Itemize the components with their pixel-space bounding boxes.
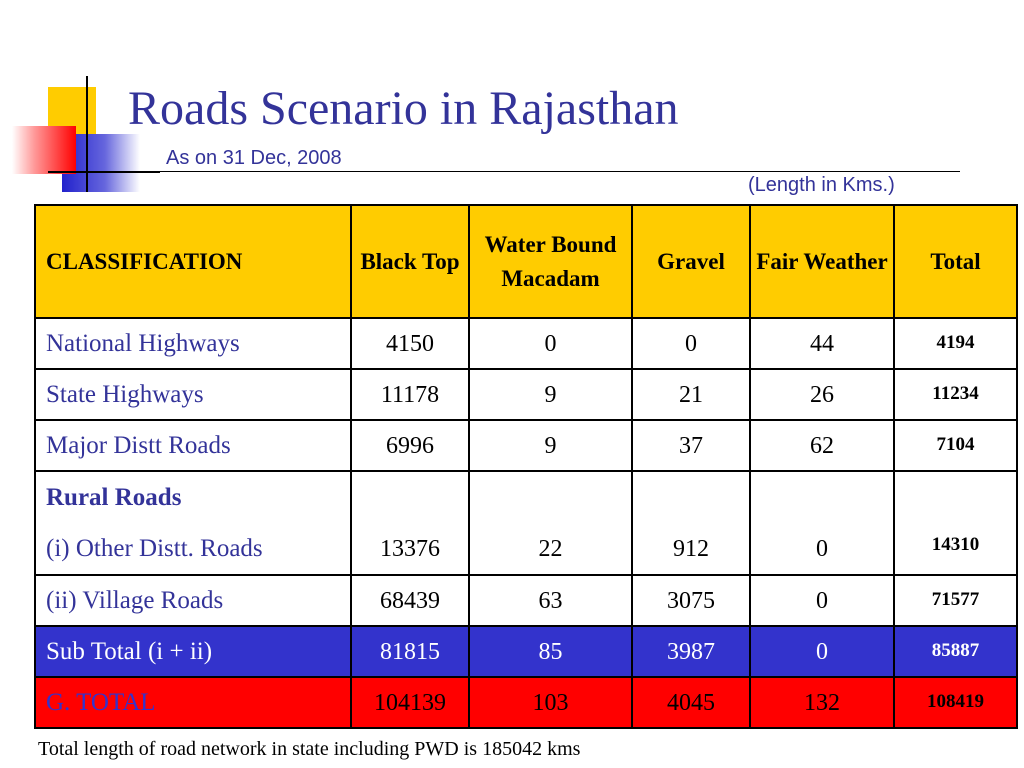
slide-title: Roads Scenario in Rajasthan	[128, 82, 679, 135]
cell-fair-weather: 26	[749, 368, 895, 421]
row-name: Rural Roads (i) Other Distt. Roads	[34, 470, 352, 576]
cell-total: 14310	[893, 470, 1018, 576]
cell-gravel: 21	[631, 368, 751, 421]
header-water-bound-macadam: Water Bound Macadam	[468, 204, 633, 319]
other-distt-roads-label: (i) Other Distt. Roads	[46, 535, 263, 562]
row-name: (ii) Village Roads	[34, 574, 352, 627]
cell-wbm: 9	[468, 419, 633, 472]
row-name: Major Distt Roads	[34, 419, 352, 472]
cell-total: 7104	[893, 419, 1018, 472]
cell-total: 4194	[893, 317, 1018, 370]
slide-subtitle: As on 31 Dec, 2008	[166, 147, 342, 169]
cell-wbm: 85	[468, 625, 633, 678]
cell-gravel: 3075	[631, 574, 751, 627]
cell-total: 11234	[893, 368, 1018, 421]
cell-black-top: 11178	[350, 368, 470, 421]
table-row-village-roads: (ii) Village Roads 68439 63 3075 0 71577	[34, 574, 1018, 627]
cell-black-top: 68439	[350, 574, 470, 627]
footnote: Total length of road network in state in…	[38, 738, 581, 760]
row-name: National Highways	[34, 317, 352, 370]
cell-gravel: 3987	[631, 625, 751, 678]
cell-fair-weather: 0	[749, 470, 895, 576]
cell-wbm: 9	[468, 368, 633, 421]
rural-roads-heading: Rural Roads	[46, 484, 182, 511]
table-row-state-highways: State Highways 11178 9 21 26 11234	[34, 368, 1018, 421]
cell-gravel: 4045	[631, 676, 751, 729]
cell-wbm: 103	[468, 676, 633, 729]
row-name: G. TOTAL	[34, 676, 352, 729]
cell-gravel: 912	[631, 470, 751, 576]
unit-note: (Length in Kms.)	[748, 174, 895, 196]
title-divider	[100, 171, 960, 172]
table-row-grand-total: G. TOTAL 104139 103 4045 132 108419	[34, 676, 1018, 729]
row-name: Sub Total (i + ii)	[34, 625, 352, 678]
cell-black-top: 13376	[350, 470, 470, 576]
header-black-top: Black Top	[350, 204, 470, 319]
cell-total: 108419	[893, 676, 1018, 729]
table-row-major-distt-roads: Major Distt Roads 6996 9 37 62 7104	[34, 419, 1018, 472]
table-header-row: CLASSIFICATION Black Top Water Bound Mac…	[34, 204, 1018, 319]
cell-fair-weather: 62	[749, 419, 895, 472]
cell-black-top: 104139	[350, 676, 470, 729]
cell-wbm: 63	[468, 574, 633, 627]
table-row-national-highways: National Highways 4150 0 0 44 4194	[34, 317, 1018, 370]
cell-fair-weather: 0	[749, 574, 895, 627]
cell-black-top: 4150	[350, 317, 470, 370]
cell-black-top: 81815	[350, 625, 470, 678]
roads-table: CLASSIFICATION Black Top Water Bound Mac…	[34, 204, 1018, 729]
table-row-other-distt-roads: Rural Roads (i) Other Distt. Roads 13376…	[34, 470, 1018, 576]
cell-gravel: 37	[631, 419, 751, 472]
cell-total: 71577	[893, 574, 1018, 627]
header-fair-weather: Fair Weather	[749, 204, 895, 319]
header-gravel: Gravel	[631, 204, 751, 319]
cell-fair-weather: 0	[749, 625, 895, 678]
cell-fair-weather: 132	[749, 676, 895, 729]
cell-black-top: 6996	[350, 419, 470, 472]
header-classification: CLASSIFICATION	[34, 204, 352, 319]
table-row-sub-total: Sub Total (i + ii) 81815 85 3987 0 85887	[34, 625, 1018, 678]
row-name: State Highways	[34, 368, 352, 421]
cell-wbm: 22	[468, 470, 633, 576]
cell-fair-weather: 44	[749, 317, 895, 370]
cell-wbm: 0	[468, 317, 633, 370]
cell-total: 85887	[893, 625, 1018, 678]
header-total: Total	[893, 204, 1018, 319]
decorative-squares-logo	[12, 76, 160, 192]
cell-gravel: 0	[631, 317, 751, 370]
